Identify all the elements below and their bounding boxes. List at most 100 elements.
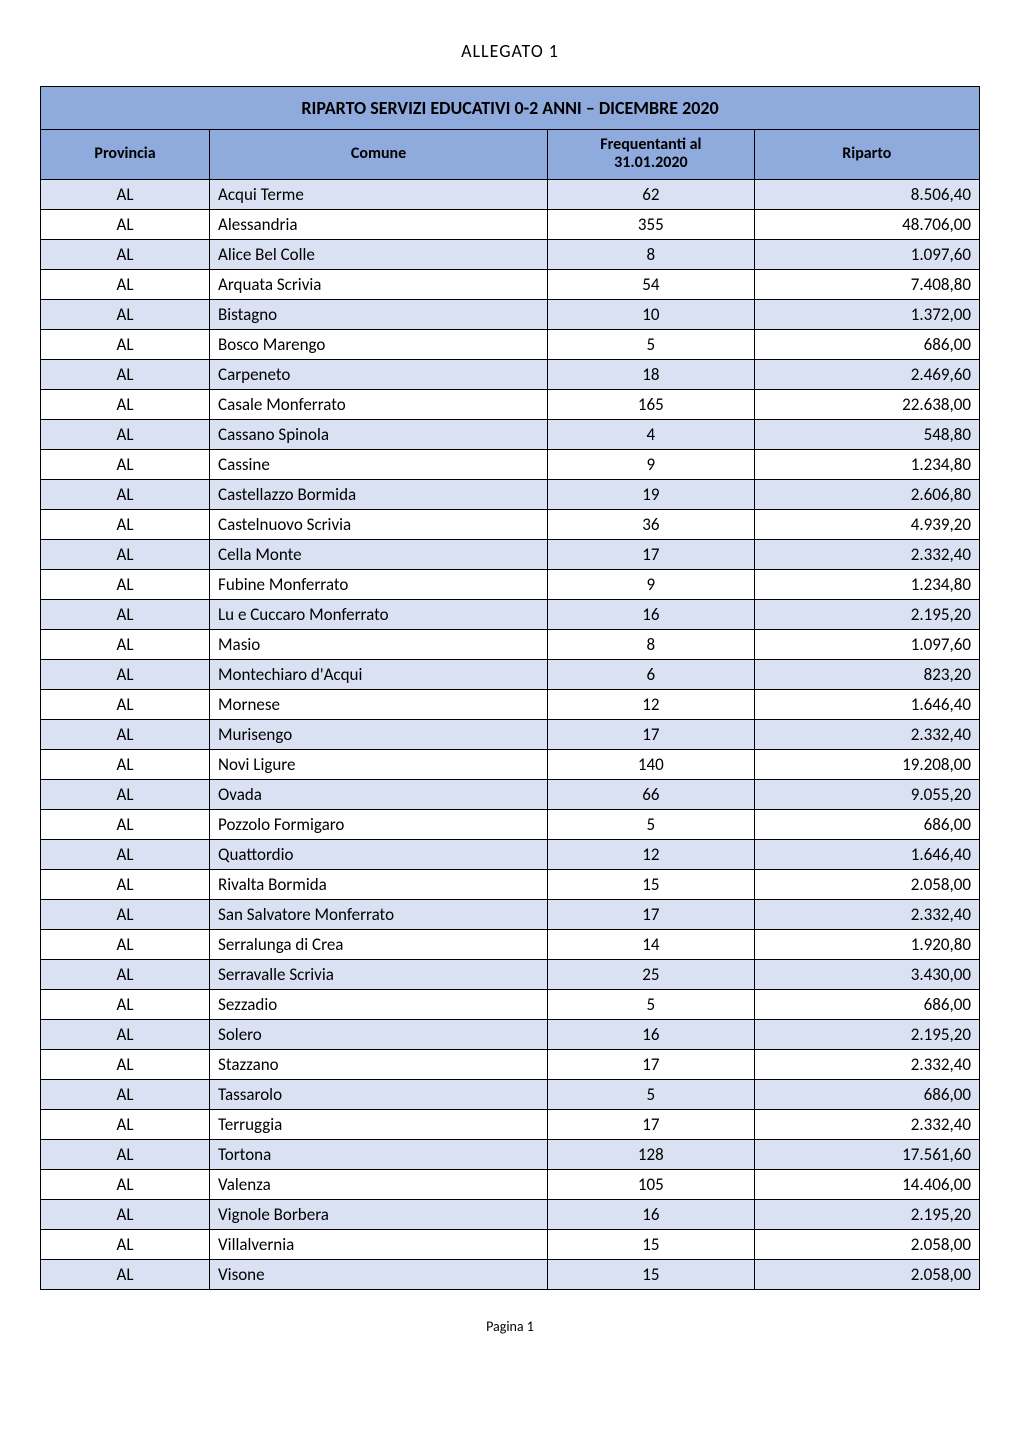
cell-comune: Tassarolo (210, 1079, 548, 1109)
cell-riparto: 2.195,20 (754, 599, 979, 629)
table-row: ALTerruggia172.332,40 (41, 1109, 980, 1139)
cell-comune: Alice Bel Colle (210, 239, 548, 269)
cell-frequentanti: 5 (548, 809, 755, 839)
cell-comune: Masio (210, 629, 548, 659)
cell-comune: Bosco Marengo (210, 329, 548, 359)
cell-provincia: AL (41, 1049, 210, 1079)
table-row: ALSolero162.195,20 (41, 1019, 980, 1049)
cell-riparto: 19.208,00 (754, 749, 979, 779)
cell-frequentanti: 12 (548, 839, 755, 869)
cell-riparto: 1.097,60 (754, 629, 979, 659)
cell-comune: San Salvatore Monferrato (210, 899, 548, 929)
cell-frequentanti: 19 (548, 479, 755, 509)
cell-provincia: AL (41, 419, 210, 449)
cell-riparto: 2.332,40 (754, 1049, 979, 1079)
cell-riparto: 1.646,40 (754, 839, 979, 869)
cell-provincia: AL (41, 1109, 210, 1139)
table-title-row: RIPARTO SERVIZI EDUCATIVI 0-2 ANNI – DIC… (41, 87, 980, 130)
cell-provincia: AL (41, 599, 210, 629)
cell-provincia: AL (41, 839, 210, 869)
cell-frequentanti: 62 (548, 179, 755, 209)
col-header-frequentanti-line1: Frequentanti al (600, 135, 701, 154)
cell-provincia: AL (41, 929, 210, 959)
table-row: ALPozzolo Formigaro5686,00 (41, 809, 980, 839)
cell-comune: Sezzadio (210, 989, 548, 1019)
cell-frequentanti: 36 (548, 509, 755, 539)
cell-provincia: AL (41, 539, 210, 569)
cell-comune: Murisengo (210, 719, 548, 749)
cell-comune: Cella Monte (210, 539, 548, 569)
cell-comune: Tortona (210, 1139, 548, 1169)
cell-riparto: 14.406,00 (754, 1169, 979, 1199)
cell-comune: Carpeneto (210, 359, 548, 389)
cell-riparto: 22.638,00 (754, 389, 979, 419)
cell-frequentanti: 5 (548, 989, 755, 1019)
col-header-frequentanti: Frequentanti al 31.01.2020 (548, 130, 755, 180)
cell-comune: Castelnuovo Scrivia (210, 509, 548, 539)
page-title: ALLEGATO 1 (40, 40, 980, 62)
cell-frequentanti: 17 (548, 539, 755, 569)
cell-riparto: 2.332,40 (754, 899, 979, 929)
cell-comune: Valenza (210, 1169, 548, 1199)
cell-provincia: AL (41, 779, 210, 809)
cell-comune: Terruggia (210, 1109, 548, 1139)
cell-frequentanti: 140 (548, 749, 755, 779)
table-row: ALCella Monte172.332,40 (41, 539, 980, 569)
cell-riparto: 1.646,40 (754, 689, 979, 719)
cell-riparto: 686,00 (754, 1079, 979, 1109)
table-row: ALNovi Ligure14019.208,00 (41, 749, 980, 779)
cell-riparto: 2.195,20 (754, 1199, 979, 1229)
col-header-riparto: Riparto (754, 130, 979, 180)
cell-provincia: AL (41, 629, 210, 659)
cell-provincia: AL (41, 509, 210, 539)
table-row: ALVillalvernia152.058,00 (41, 1229, 980, 1259)
cell-comune: Mornese (210, 689, 548, 719)
cell-provincia: AL (41, 1259, 210, 1289)
table-row: ALMasio81.097,60 (41, 629, 980, 659)
cell-comune: Acqui Terme (210, 179, 548, 209)
cell-comune: Novi Ligure (210, 749, 548, 779)
cell-frequentanti: 17 (548, 1109, 755, 1139)
table-row: ALAlice Bel Colle81.097,60 (41, 239, 980, 269)
cell-frequentanti: 18 (548, 359, 755, 389)
table-row: ALBistagno101.372,00 (41, 299, 980, 329)
cell-provincia: AL (41, 899, 210, 929)
table-row: ALVignole Borbera162.195,20 (41, 1199, 980, 1229)
cell-comune: Ovada (210, 779, 548, 809)
cell-provincia: AL (41, 809, 210, 839)
cell-frequentanti: 15 (548, 869, 755, 899)
cell-provincia: AL (41, 449, 210, 479)
cell-frequentanti: 355 (548, 209, 755, 239)
cell-frequentanti: 8 (548, 239, 755, 269)
table-row: ALQuattordio121.646,40 (41, 839, 980, 869)
cell-provincia: AL (41, 1079, 210, 1109)
cell-comune: Bistagno (210, 299, 548, 329)
cell-frequentanti: 8 (548, 629, 755, 659)
cell-riparto: 2.332,40 (754, 1109, 979, 1139)
col-header-provincia: Provincia (41, 130, 210, 180)
cell-riparto: 9.055,20 (754, 779, 979, 809)
cell-provincia: AL (41, 959, 210, 989)
cell-riparto: 1.920,80 (754, 929, 979, 959)
table-row: ALOvada669.055,20 (41, 779, 980, 809)
table-row: ALStazzano172.332,40 (41, 1049, 980, 1079)
cell-comune: Pozzolo Formigaro (210, 809, 548, 839)
cell-provincia: AL (41, 869, 210, 899)
table-row: ALValenza10514.406,00 (41, 1169, 980, 1199)
cell-riparto: 686,00 (754, 989, 979, 1019)
table-row: ALCarpeneto182.469,60 (41, 359, 980, 389)
cell-riparto: 2.469,60 (754, 359, 979, 389)
table-row: ALCasale Monferrato16522.638,00 (41, 389, 980, 419)
cell-provincia: AL (41, 1169, 210, 1199)
table-row: ALSerravalle Scrivia253.430,00 (41, 959, 980, 989)
table-row: ALTortona12817.561,60 (41, 1139, 980, 1169)
cell-riparto: 686,00 (754, 329, 979, 359)
table-row: ALTassarolo5686,00 (41, 1079, 980, 1109)
cell-frequentanti: 14 (548, 929, 755, 959)
cell-frequentanti: 17 (548, 899, 755, 929)
cell-riparto: 48.706,00 (754, 209, 979, 239)
riparto-table: RIPARTO SERVIZI EDUCATIVI 0-2 ANNI – DIC… (40, 86, 980, 1290)
cell-provincia: AL (41, 479, 210, 509)
table-row: ALFubine Monferrato91.234,80 (41, 569, 980, 599)
cell-frequentanti: 16 (548, 1019, 755, 1049)
